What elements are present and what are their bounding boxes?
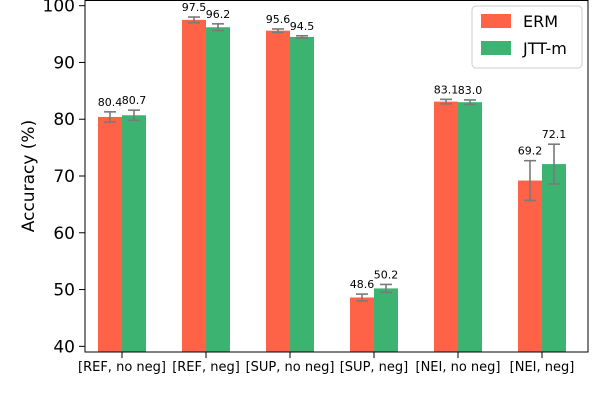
bar-jtt-m-2: [290, 36, 314, 352]
bar-jtt-m-0: [122, 115, 146, 352]
error-bar-jtt-m-1: [212, 23, 224, 32]
y-tick-label-60: 60: [53, 224, 75, 244]
data-label-erm-1: 97.5: [182, 1, 207, 14]
data-label-erm-2: 95.6: [266, 13, 291, 26]
error-bar-jtt-m-0: [128, 109, 140, 122]
data-label-erm-0: 80.4: [98, 96, 123, 109]
data-label-jtt-m-2: 94.5: [290, 20, 315, 33]
data-label-jtt-m-0: 80.7: [122, 94, 147, 107]
data-label-jtt-m-3: 50.2: [374, 268, 399, 281]
data-labels-layer: 80.4 97.5 95.6 48.6 83.1 69.2 80.7 96.2 94.5 50.2…: [98, 1, 567, 291]
data-label-jtt-m-4: 83.0: [458, 84, 483, 97]
axes-layer: 40 50 60 70 80 90 100 [REF, no neg] [REF, neg] [S…: [19, 0, 589, 375]
legend: ERM JTT-m: [471, 5, 583, 69]
bar-erm-2: [266, 30, 290, 353]
bar-erm-5: [518, 180, 542, 352]
bar-jtt-m-3: [374, 288, 398, 352]
y-tick-label-100: 100: [43, 0, 75, 17]
x-tick-label-2: [SUP, no neg]: [246, 360, 335, 375]
y-tick-label-70: 70: [53, 167, 75, 187]
error-bar-erm-3: [356, 293, 368, 302]
legend-swatch-erm: [481, 14, 511, 28]
x-tick-label-1: [REF, neg]: [172, 360, 240, 375]
cropped-caption-strip: [0, 394, 594, 408]
x-tick-label-5: [NEI, neg]: [510, 360, 575, 375]
error-bar-erm-2: [272, 28, 284, 34]
error-bar-erm-0: [104, 111, 116, 123]
y-tick-label-40: 40: [53, 337, 75, 357]
data-label-erm-5: 69.2: [518, 145, 543, 158]
bar-erm-1: [182, 19, 206, 352]
error-bar-erm-4: [440, 98, 452, 105]
error-bar-erm-5: [524, 159, 536, 202]
data-label-jtt-m-5: 72.1: [542, 128, 567, 141]
bar-jtt-m-4: [458, 102, 482, 353]
error-bar-erm-1: [188, 16, 200, 24]
y-tick-label-80: 80: [53, 110, 75, 130]
bar-erm-4: [434, 101, 458, 352]
bar-erm-3: [350, 297, 374, 352]
x-tick-label-3: [SUP, neg]: [340, 360, 409, 375]
bar-erm-0: [98, 116, 122, 353]
error-bar-jtt-m-2: [296, 34, 308, 39]
bars-layer: [98, 19, 566, 353]
error-bar-jtt-m-4: [464, 99, 476, 106]
y-tick-label-90: 90: [53, 53, 75, 73]
x-tick-label-0: [REF, no neg]: [78, 360, 166, 375]
y-axis-label: Accuracy (%): [19, 120, 39, 232]
y-tick-label-50: 50: [53, 281, 75, 301]
bar-jtt-m-5: [542, 164, 566, 352]
x-tick-label-4: [NEI, no neg]: [416, 360, 501, 375]
data-label-erm-3: 48.6: [350, 278, 375, 291]
legend-label-erm: ERM: [523, 12, 558, 31]
legend-swatch-jtt-m: [481, 41, 511, 55]
data-label-erm-4: 83.1: [434, 83, 459, 96]
error-bar-jtt-m-3: [380, 283, 392, 294]
error-bar-jtt-m-5: [548, 143, 560, 185]
legend-label-jtt-m: JTT-m: [522, 39, 567, 58]
data-label-jtt-m-1: 96.2: [206, 8, 231, 21]
error-bars-layer: [104, 16, 560, 302]
bar-jtt-m-1: [206, 27, 230, 352]
